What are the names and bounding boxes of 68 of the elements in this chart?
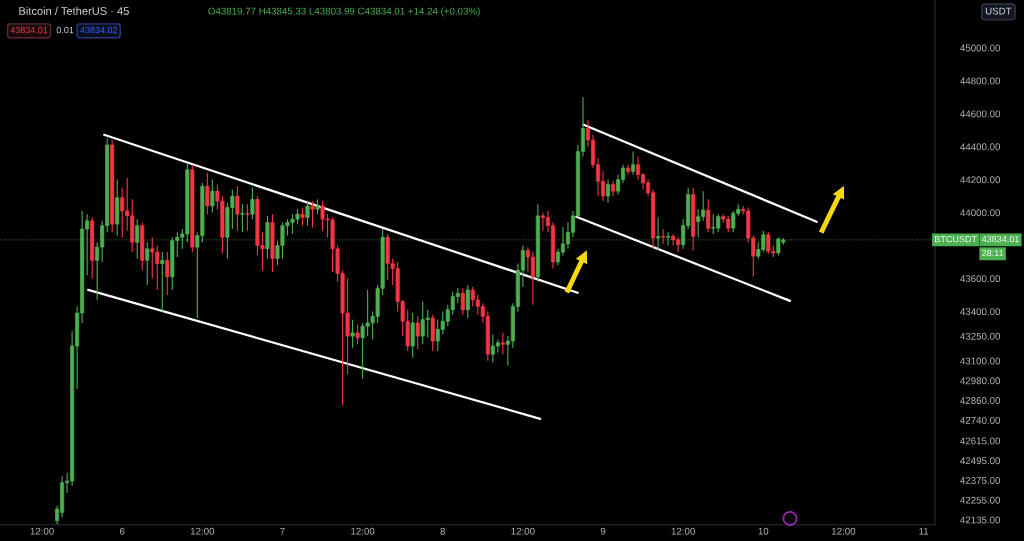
y-tick-label: 42255.00: [960, 496, 1001, 504]
candlestick: [606, 179, 611, 204]
x-tick-label: 8: [440, 527, 446, 535]
candlestick: [350, 319, 355, 349]
y-tick-label: 44800.00: [960, 77, 1001, 85]
y-tick-label: 42740.00: [960, 416, 1001, 424]
x-tick-label: 12:00: [190, 527, 215, 535]
candlestick: [145, 241, 150, 286]
candlestick: [415, 315, 420, 350]
candlestick: [240, 203, 245, 233]
candlestick: [530, 251, 535, 306]
x-tick-label: 12:00: [351, 527, 375, 535]
y-tick-label: 44200.00: [960, 176, 1001, 184]
y-tick-label: 42495.00: [960, 457, 1001, 465]
candlestick: [626, 164, 631, 176]
candlestick: [250, 187, 255, 220]
y-tick-label: 45000.00: [960, 44, 1001, 52]
chart-title: Bitcoin / TetherUS · 45: [19, 6, 129, 15]
annotation: 43834.01: [10, 26, 48, 34]
x-tick-label: 10: [758, 527, 769, 535]
candlestick: [410, 312, 415, 359]
x-tick-label: 12:00: [671, 527, 695, 535]
candlestick: [245, 203, 250, 232]
y-tick-label: 43600.00: [960, 275, 1001, 283]
y-tick-label: 44400.00: [960, 143, 1001, 151]
candlestick: [465, 284, 470, 319]
x-tick-label: 7: [280, 527, 285, 535]
candlestick: [636, 155, 641, 181]
candlestick: [205, 172, 210, 215]
text: 28:11: [982, 249, 1004, 257]
y-tick-label: 42375.00: [960, 477, 1001, 484]
candlestick: [631, 151, 636, 176]
candlestick: [671, 233, 676, 247]
y-tick-label: 42135.00: [960, 516, 1001, 524]
x-tick-label: 12:00: [832, 527, 856, 535]
candlestick: [500, 332, 505, 355]
candlestick: [310, 200, 315, 228]
y-tick-label: 44000.00: [960, 209, 1001, 217]
candlestick: [706, 198, 711, 233]
x-tick-label: 12:00: [30, 527, 54, 535]
candlestick: [300, 207, 305, 227]
ref-line-label: 43834.01: [981, 235, 1019, 243]
candlestick: [460, 287, 465, 316]
x-tick-label: 6: [120, 527, 125, 535]
annotation: 43834.02: [80, 26, 118, 34]
y-tick-label: 42980.00: [960, 377, 1001, 385]
annotation: O43819.77 H43845.33 L43803.99 C43834.01 +14.24 (+0.03%): [208, 7, 480, 17]
candlestick: [661, 228, 666, 245]
x-tick-label: 12:00: [511, 527, 535, 535]
y-tick-label: 44600.00: [960, 110, 1001, 118]
candlestick: [165, 251, 170, 296]
candlestick: [305, 200, 310, 227]
candlestick: [430, 314, 435, 352]
y-tick-label: 43250.00: [960, 332, 1001, 340]
y-tick-label: 43100.00: [960, 357, 1001, 365]
candlestick: [210, 179, 215, 214]
annotation: 0.01: [56, 26, 74, 34]
candlestick: [160, 251, 165, 312]
y-tick-label: 43400.00: [960, 308, 1001, 316]
candlestick: [235, 185, 240, 232]
y-tick-label: 42860.00: [960, 397, 1001, 404]
candlestick: [135, 218, 140, 260]
text: USDT: [985, 7, 1012, 15]
candlestick: [355, 324, 360, 345]
text: BTCUSDT: [935, 235, 977, 243]
x-tick-label: 11: [919, 527, 929, 535]
y-tick-label: 42615.00: [960, 437, 1001, 445]
x-tick-label: 9: [600, 527, 606, 535]
